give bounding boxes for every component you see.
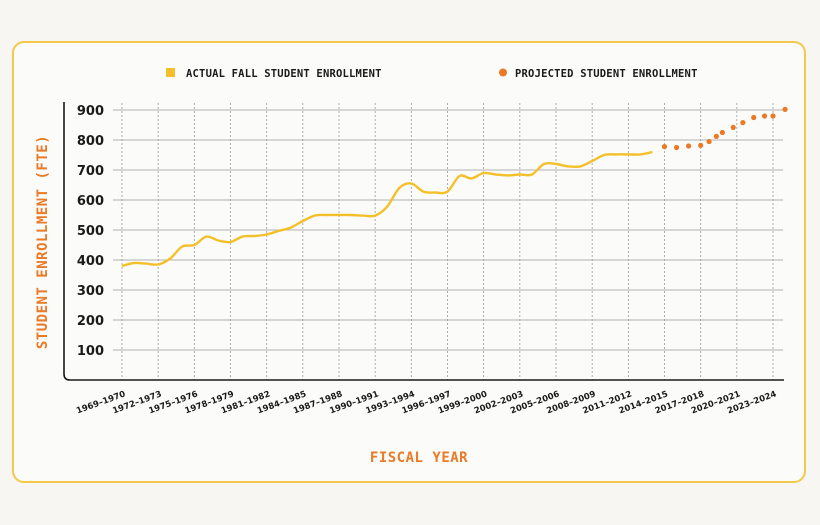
legend-projected-label: PROJECTED STUDENT ENROLLMENT <box>515 68 698 80</box>
y-tick-label: 800 <box>77 134 104 149</box>
y-tick-label: 100 <box>77 344 104 359</box>
x-axis-title: FISCAL YEAR <box>370 450 468 466</box>
projected-point <box>770 113 776 119</box>
projected-point <box>730 124 736 130</box>
legend: ACTUAL FALL STUDENT ENROLLMENT PROJECTED… <box>166 68 698 80</box>
legend-actual-label: ACTUAL FALL STUDENT ENROLLMENT <box>186 68 382 80</box>
x-axis-ticks: 1969–19701972–19731975–19761978–19791981… <box>75 389 778 416</box>
legend-actual-marker <box>166 68 175 77</box>
y-tick-label: 600 <box>77 194 104 209</box>
y-tick-label: 400 <box>77 254 104 269</box>
y-axis-title: STUDENT ENROLLMENT (FTE) <box>35 135 51 349</box>
axes <box>63 102 784 381</box>
y-tick-label: 900 <box>77 104 104 119</box>
gridlines <box>113 103 783 380</box>
projected-point <box>751 114 757 121</box>
y-tick-label: 500 <box>77 224 104 239</box>
legend-projected-marker <box>499 68 507 77</box>
projected-point <box>698 142 704 148</box>
actual-enrollment-line <box>121 150 653 268</box>
projected-point <box>686 143 692 149</box>
projected-point <box>661 144 668 150</box>
projected-point <box>673 144 680 151</box>
projected-point <box>761 113 768 119</box>
projected-point <box>719 129 725 136</box>
y-tick-label: 200 <box>77 314 104 329</box>
axis-lines <box>63 102 784 381</box>
y-tick-label: 700 <box>77 164 104 179</box>
y-tick-label: 300 <box>77 284 104 299</box>
y-axis-ticks: 100 200 300 400 500 600 700 800 900 <box>77 104 104 359</box>
projected-point <box>740 120 746 126</box>
projected-point <box>706 138 712 145</box>
plot-area <box>121 106 788 268</box>
projected-point <box>782 106 788 112</box>
chart-frame <box>12 41 806 483</box>
projected-point <box>713 133 719 139</box>
